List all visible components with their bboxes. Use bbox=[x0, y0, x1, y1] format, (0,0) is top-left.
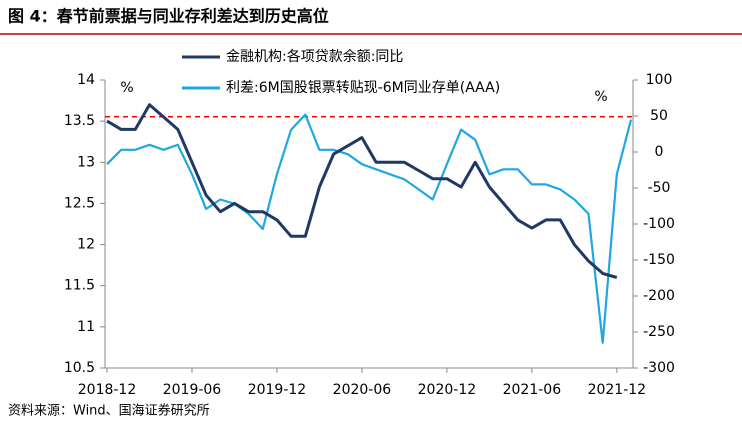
y-tick-label: 13.5 bbox=[64, 113, 95, 129]
y2-tick-label: -250 bbox=[643, 324, 675, 340]
y2-tick-label: 0 bbox=[655, 144, 664, 160]
x-tick-label: 2019-12 bbox=[248, 382, 307, 398]
y-tick-label: 11 bbox=[77, 319, 95, 335]
x-tick-label: 2018-12 bbox=[78, 382, 137, 398]
y2-tick-label: 50 bbox=[650, 108, 668, 124]
y-tick-label: 10.5 bbox=[64, 360, 95, 376]
y2-tick-label: -150 bbox=[643, 252, 675, 268]
x-tick-label: 2019-06 bbox=[163, 382, 222, 398]
y2-tick-label: -100 bbox=[643, 216, 675, 232]
y-tick-label: 13 bbox=[77, 154, 95, 170]
y2-unit: % bbox=[594, 89, 607, 105]
series-line bbox=[106, 113, 633, 344]
legend-label: 利差:6M国股银票转贴现-6M同业存单(AAA) bbox=[226, 80, 500, 96]
x-tick-label: 2020-12 bbox=[418, 382, 477, 398]
y-unit: % bbox=[120, 80, 133, 96]
x-tick-label: 2021-12 bbox=[588, 382, 647, 398]
y-tick-label: 11.5 bbox=[64, 278, 95, 294]
chart-title: 图 4：春节前票据与同业存利差达到历史高位 bbox=[8, 7, 329, 26]
y-tick-label: 12.5 bbox=[64, 195, 95, 211]
y2-tick-label: -300 bbox=[643, 360, 675, 376]
source: 资料来源：Wind、国海证券研究所 bbox=[8, 403, 210, 419]
legend-label: 金融机构:各项贷款余额:同比 bbox=[226, 48, 403, 65]
y2-tick-label: 100 bbox=[646, 72, 673, 88]
y-tick-label: 12 bbox=[77, 237, 95, 253]
y2-tick-label: -200 bbox=[643, 288, 675, 304]
y-tick-label: 14 bbox=[77, 72, 95, 88]
y2-tick-label: -50 bbox=[648, 180, 671, 196]
x-tick-label: 2020-06 bbox=[333, 382, 392, 398]
series-line bbox=[106, 103, 618, 279]
x-tick-label: 2021-06 bbox=[503, 382, 562, 398]
